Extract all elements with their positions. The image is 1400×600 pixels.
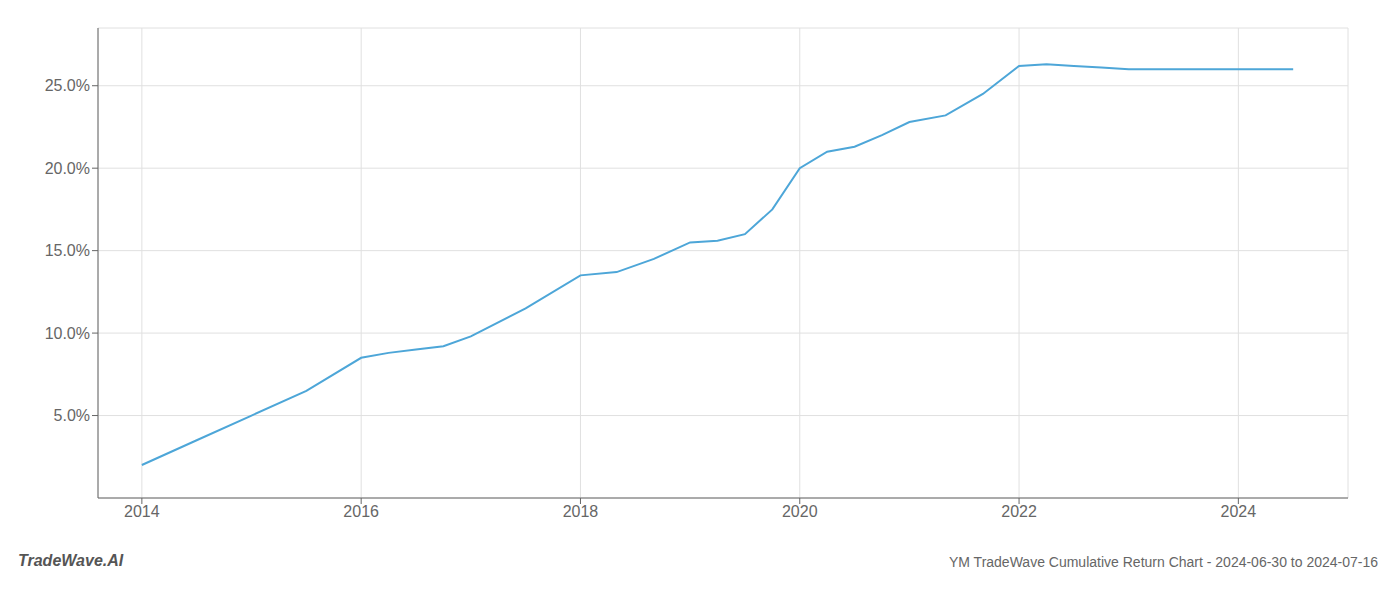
html-text:TradeWave.AI: TradeWave.AI <box>18 552 124 569</box>
svg-text:2018: 2018 <box>563 503 599 520</box>
html-text:YM TradeWave Cumulative Return: YM TradeWave Cumulative Return Chart - 2… <box>949 554 1378 570</box>
svg-text:2020: 2020 <box>782 503 818 520</box>
svg-text:2016: 2016 <box>343 503 379 520</box>
svg-text:2024: 2024 <box>1221 503 1257 520</box>
svg-text:5.0%: 5.0% <box>54 407 90 424</box>
svg-text:25.0%: 25.0% <box>45 77 90 94</box>
svg-text:15.0%: 15.0% <box>45 242 90 259</box>
svg-text:2022: 2022 <box>1001 503 1037 520</box>
svg-text:10.0%: 10.0% <box>45 325 90 342</box>
svg-text:20.0%: 20.0% <box>45 160 90 177</box>
svg-text:2014: 2014 <box>124 503 160 520</box>
